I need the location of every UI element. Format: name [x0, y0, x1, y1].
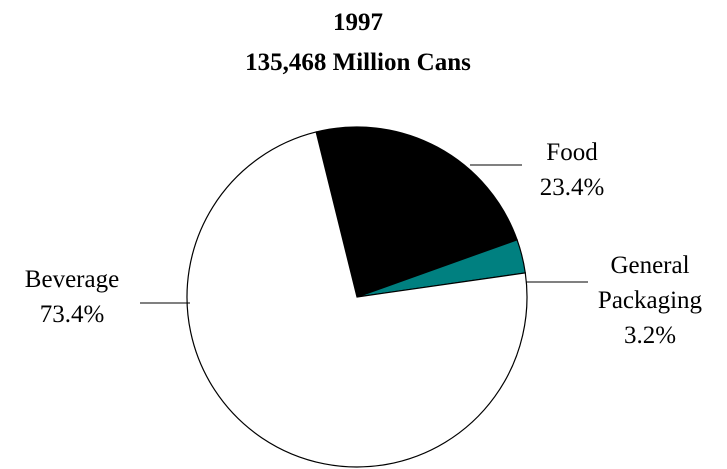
slice-label-beverage: Beverage	[25, 266, 119, 293]
slice-value-food: 23.4%	[540, 174, 605, 201]
slice-label-food: Food	[546, 139, 598, 166]
slice-labels: Food 23.4% General Packaging 3.2% Beverage 73.…	[25, 139, 703, 349]
pie-slices	[186, 126, 528, 468]
chart-title: 1997	[333, 9, 383, 36]
slice-value-general-packaging: 3.2%	[624, 322, 676, 349]
pie-slice-beverage	[186, 131, 528, 468]
slice-value-beverage: 73.4%	[40, 301, 105, 328]
pie-slice-food	[315, 126, 518, 298]
chart-subtitle: 135,468 Million Cans	[245, 49, 471, 76]
slice-label-general-packaging: Packaging	[598, 287, 703, 314]
leader-lines	[140, 164, 588, 304]
slice-label-general-packaging: General	[610, 252, 689, 279]
